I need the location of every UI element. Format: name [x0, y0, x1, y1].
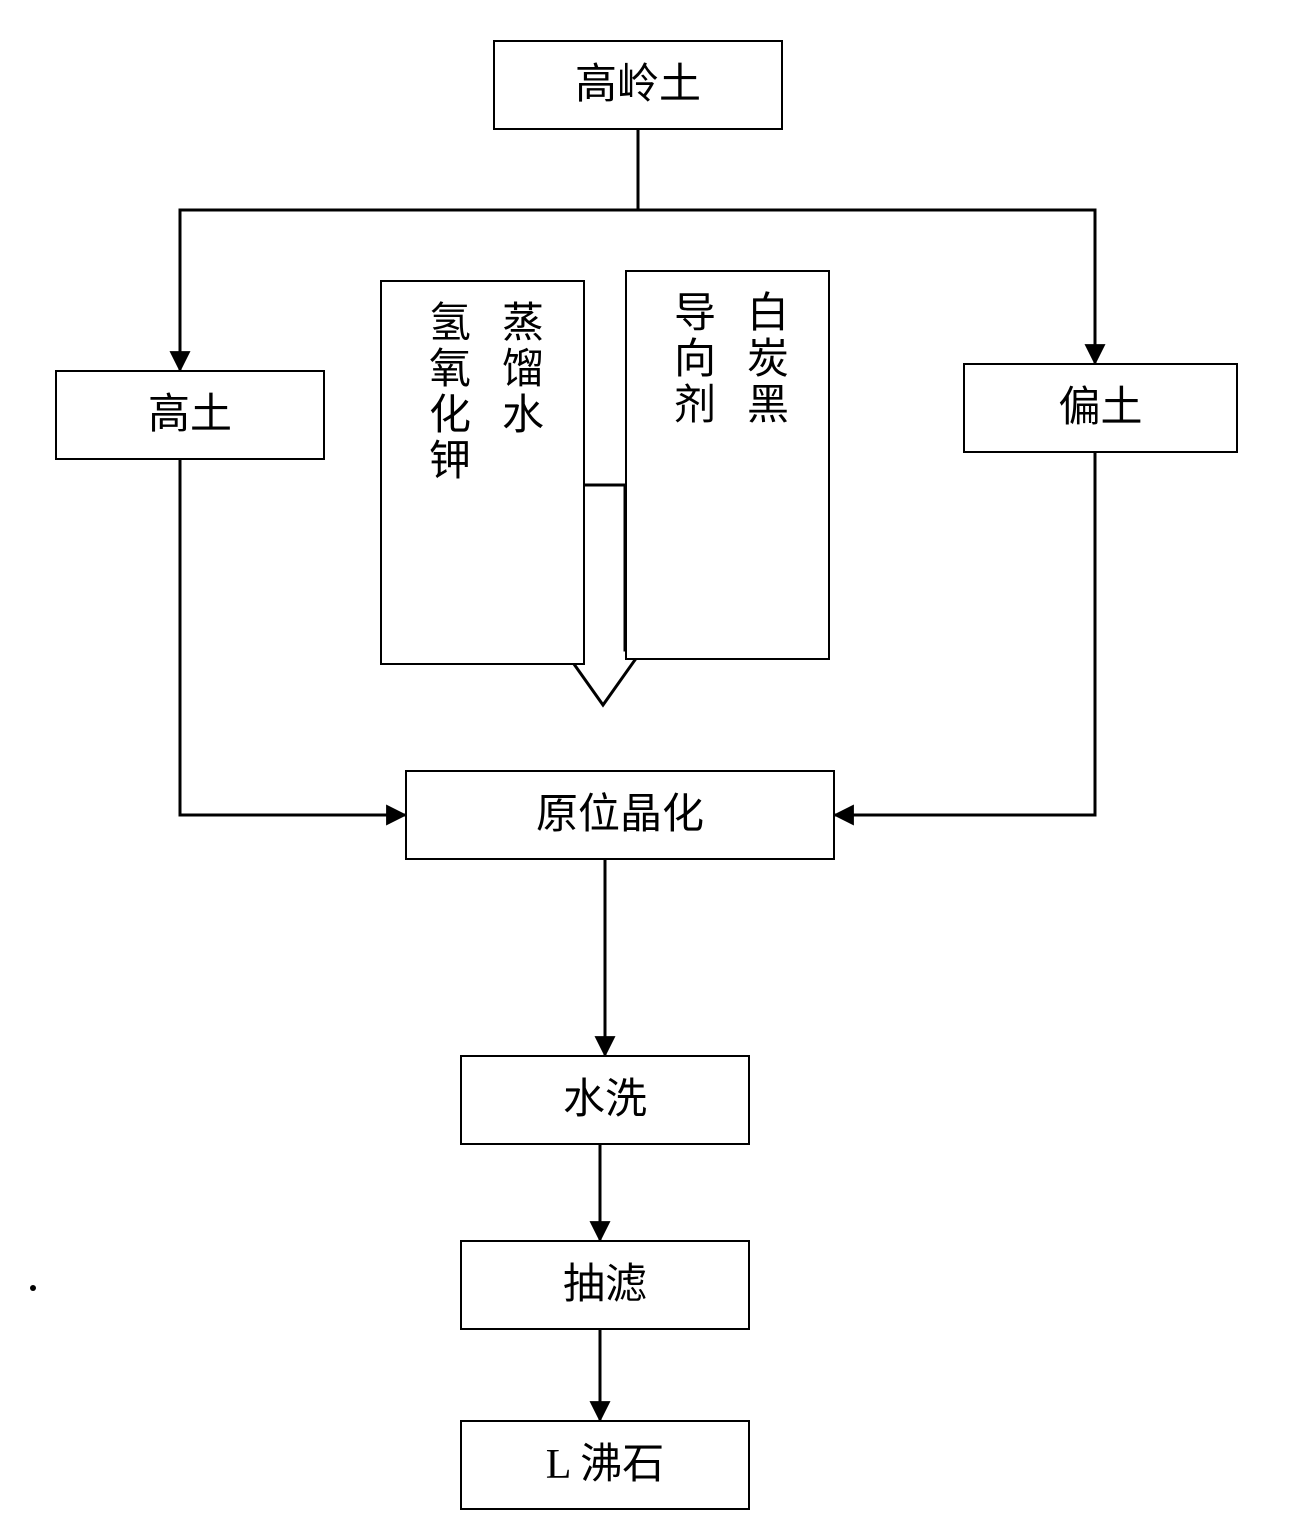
stray-dot — [30, 1285, 36, 1291]
node-gaotu: 高土 — [55, 370, 325, 460]
node-kaolin: 高岭土 — [493, 40, 783, 130]
label: 高岭土 — [575, 60, 701, 110]
col-seed-agent: 导向剂 — [655, 290, 728, 640]
label: 高土 — [148, 390, 232, 440]
label: 抽滤 — [563, 1260, 647, 1310]
node-reagents-b: 导向剂 白炭黑 — [625, 270, 830, 660]
node-reagents-a: 氢氧化钾 蒸馏水 — [380, 280, 585, 665]
node-piantu: 偏土 — [963, 363, 1238, 453]
label: L 沸石 — [546, 1440, 665, 1490]
node-crystallization: 原位晶化 — [405, 770, 835, 860]
node-wash: 水洗 — [460, 1055, 750, 1145]
col-koh: 氢氧化钾 — [410, 300, 483, 645]
label: 偏土 — [1058, 383, 1142, 433]
node-filter: 抽滤 — [460, 1240, 750, 1330]
label: 水洗 — [563, 1075, 647, 1125]
node-l-zeolite: L 沸石 — [460, 1420, 750, 1510]
col-white-carbon: 白炭黑 — [728, 290, 801, 640]
col-distilled-water: 蒸馏水 — [483, 300, 556, 645]
label: 原位晶化 — [536, 790, 704, 840]
